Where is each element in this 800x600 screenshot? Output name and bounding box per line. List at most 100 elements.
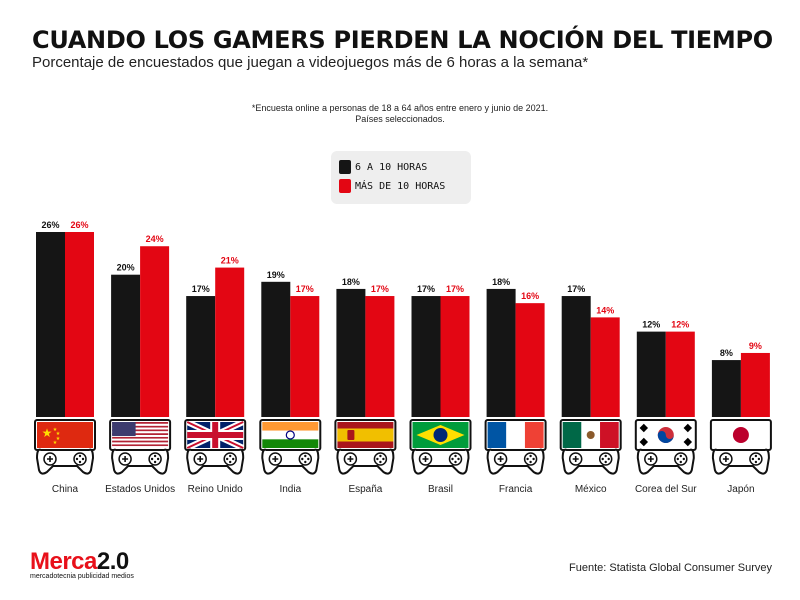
gamepad-button (75, 457, 79, 461)
flag-stripe-white (112, 427, 169, 430)
gamepad-button (232, 457, 235, 461)
flag-trigram (639, 437, 649, 447)
brand-name: Merca (30, 548, 97, 575)
bar-10-plus (665, 331, 695, 417)
flag-band (337, 428, 394, 442)
gamepad-dpad (722, 456, 729, 462)
value-label-10-plus: 17% (446, 284, 464, 294)
value-label-10-plus: 9% (749, 341, 762, 351)
gamepad-button (454, 460, 457, 464)
gamepad-button (754, 460, 758, 464)
gamepad-dpad (197, 456, 204, 462)
flag-stripe-white (112, 435, 169, 437)
gamepad-button (379, 460, 382, 464)
flag-stripe (112, 433, 169, 435)
gamepad-dpad (647, 456, 654, 462)
gamepad-icon (711, 448, 770, 475)
category-label: Japón (727, 484, 754, 495)
gamepad-button (226, 457, 229, 461)
gamepad-button (751, 457, 755, 461)
gamepad-button (78, 454, 82, 458)
gamepad-button (754, 454, 758, 458)
flag-band (600, 422, 619, 448)
gamepad-buttons-ring (674, 452, 688, 466)
value-label-6-10: 26% (41, 220, 59, 230)
india-flag-icon (259, 419, 322, 451)
category-label: Estados Unidos (105, 484, 175, 495)
gamepad-buttons-ring (73, 452, 87, 466)
gamepad-button (679, 460, 682, 464)
gamepad-button (153, 454, 157, 458)
category-label: China (52, 484, 79, 495)
flag-taegeuk-blue (657, 431, 674, 443)
flag-stripe-white (112, 446, 169, 448)
gamepad-button (526, 457, 529, 461)
gamepad-button (376, 457, 379, 461)
category-label: Brasil (428, 484, 453, 495)
flag-trigram (683, 437, 693, 447)
survey-note-line2: Países seleccionados. (355, 114, 445, 124)
gamepad-button (81, 457, 85, 461)
gamepad-icon (186, 448, 245, 475)
category-label: México (575, 484, 607, 495)
bar-6-10 (36, 232, 65, 417)
gamepad-button (379, 454, 382, 458)
flag-canton (112, 422, 136, 437)
mexico-flag-icon (559, 419, 622, 451)
gamepad-button (529, 460, 532, 464)
flag-stripe (112, 436, 169, 439)
flag-stripe-white (112, 423, 169, 426)
legend-label: MÁS DE 10 HORAS (355, 180, 446, 192)
gamepad-button (304, 460, 307, 464)
bar-10-plus (215, 267, 245, 417)
gamepad-buttons-ring (598, 452, 613, 466)
brand-number: 2.0 (96, 548, 129, 575)
uk-flag-icon (184, 419, 247, 451)
category-label: Francia (499, 484, 533, 495)
bar-6-10 (336, 288, 366, 417)
gamepad-dpad (122, 456, 129, 462)
chart-legend: 6 A 10 HORAS MÁS DE 10 HORAS (331, 151, 471, 204)
gamepad-button (78, 460, 82, 464)
flag-stripe-white (112, 431, 169, 434)
gamepad-button (601, 457, 604, 461)
category-label: India (279, 484, 301, 495)
value-label-6-10: 18% (492, 277, 510, 287)
gamepad-button (382, 457, 385, 461)
value-label-6-10: 20% (117, 263, 135, 273)
flag-band (562, 422, 582, 448)
bar-10-plus (365, 296, 395, 417)
gamepad-button (229, 460, 232, 464)
flag-stripe (112, 444, 169, 447)
gamepad-button (457, 457, 460, 461)
gamepad-button (153, 460, 157, 464)
gamepad-buttons-ring (148, 452, 162, 466)
flag-band (506, 422, 525, 448)
value-label-10-plus: 24% (146, 234, 164, 244)
gamepad-button (307, 457, 310, 461)
gamepad-buttons-ring (223, 452, 237, 466)
flag-stripe (112, 425, 169, 428)
value-label-6-10: 17% (567, 284, 585, 294)
brand-logo: Merca2.0 mercadotecnia publicidad medios (30, 548, 134, 580)
flag-stripe (112, 440, 169, 443)
gamepad-icon (35, 448, 95, 475)
gamepad-buttons-ring (298, 452, 313, 466)
gamepad-button (156, 457, 160, 461)
value-label-6-10: 19% (267, 270, 285, 280)
gamepad-dpad (497, 456, 504, 462)
flag-stripe (112, 429, 169, 432)
bar-10-plus (740, 352, 770, 417)
value-label-6-10: 8% (720, 348, 733, 358)
gamepad-button (454, 454, 457, 458)
value-label-10-plus: 21% (221, 256, 239, 266)
gamepad-button (229, 454, 232, 458)
flag-field (37, 422, 93, 448)
gamepad-dpad (47, 456, 53, 462)
bar-10-plus (515, 303, 545, 417)
legend-swatch-red (339, 179, 351, 193)
value-label-10-plus: 17% (296, 284, 314, 294)
bar-10-plus (65, 232, 94, 417)
value-label-6-10: 18% (342, 277, 360, 287)
gamepad-dpad (572, 456, 579, 462)
